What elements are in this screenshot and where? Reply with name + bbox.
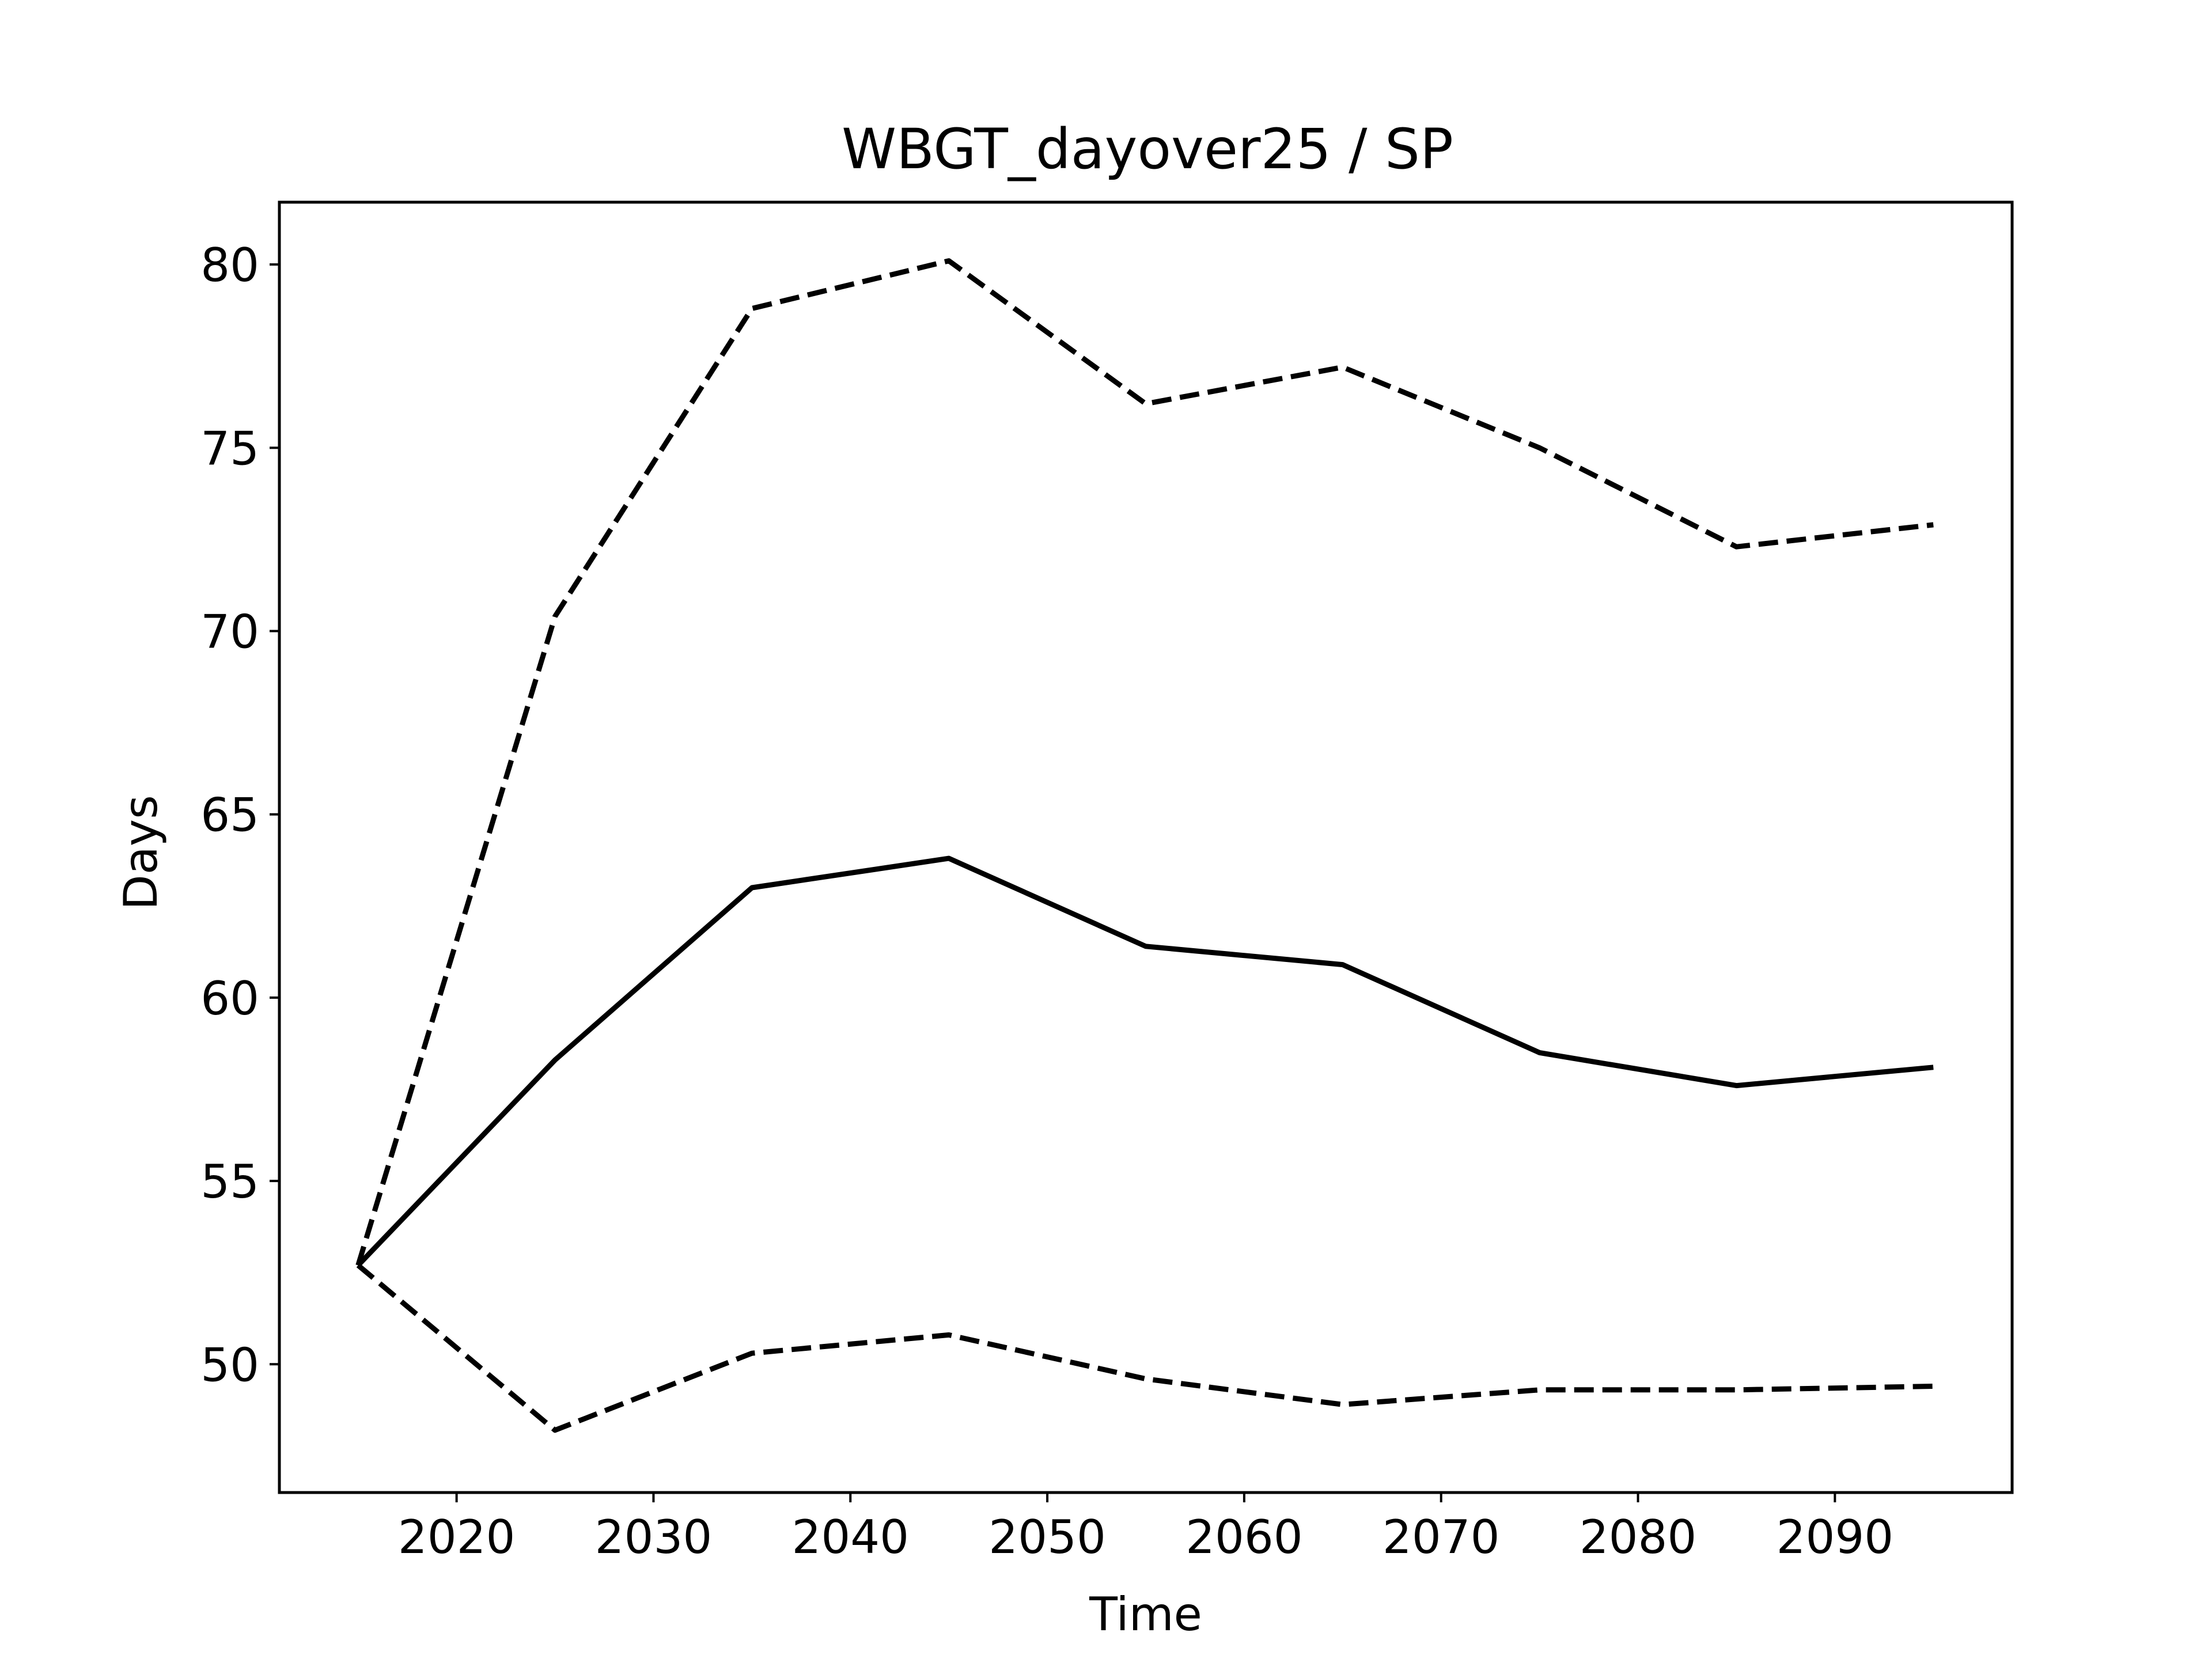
y-axis-label: Days xyxy=(114,795,168,910)
series-line-1 xyxy=(356,855,1934,1267)
x-tick-label: 2090 xyxy=(1777,1510,1894,1564)
y-tick-label: 60 xyxy=(200,972,259,1025)
x-axis-label: Time xyxy=(1089,1588,1202,1641)
x-tick-label: 2050 xyxy=(988,1510,1106,1564)
y-tick-label: 50 xyxy=(200,1338,259,1392)
x-tick-label: 2060 xyxy=(1185,1510,1303,1564)
plot-area xyxy=(355,258,1934,1433)
x-tick-label: 2080 xyxy=(1580,1510,1697,1564)
x-tick-label: 2070 xyxy=(1382,1510,1500,1564)
y-tick-label: 80 xyxy=(200,238,259,292)
x-tick-label: 2030 xyxy=(595,1510,713,1564)
series-line-2 xyxy=(356,1263,1934,1433)
x-tick-label: 2040 xyxy=(791,1510,909,1564)
plot-frame xyxy=(278,200,2014,1494)
x-axis-ticks: 2020 2030 2040 2050 2060 2070 2080 2090 xyxy=(398,1493,1893,1564)
y-axis-ticks: 50 55 60 65 70 75 80 xyxy=(200,238,279,1392)
x-tick-label: 2020 xyxy=(398,1510,516,1564)
y-tick-label: 65 xyxy=(200,789,259,842)
series-line-0 xyxy=(355,258,1934,1266)
y-tick-label: 75 xyxy=(200,422,259,475)
y-tick-label: 55 xyxy=(200,1155,259,1209)
chart-title: WBGT_dayover25 / SP xyxy=(842,117,1453,181)
y-tick-label: 70 xyxy=(200,605,259,659)
